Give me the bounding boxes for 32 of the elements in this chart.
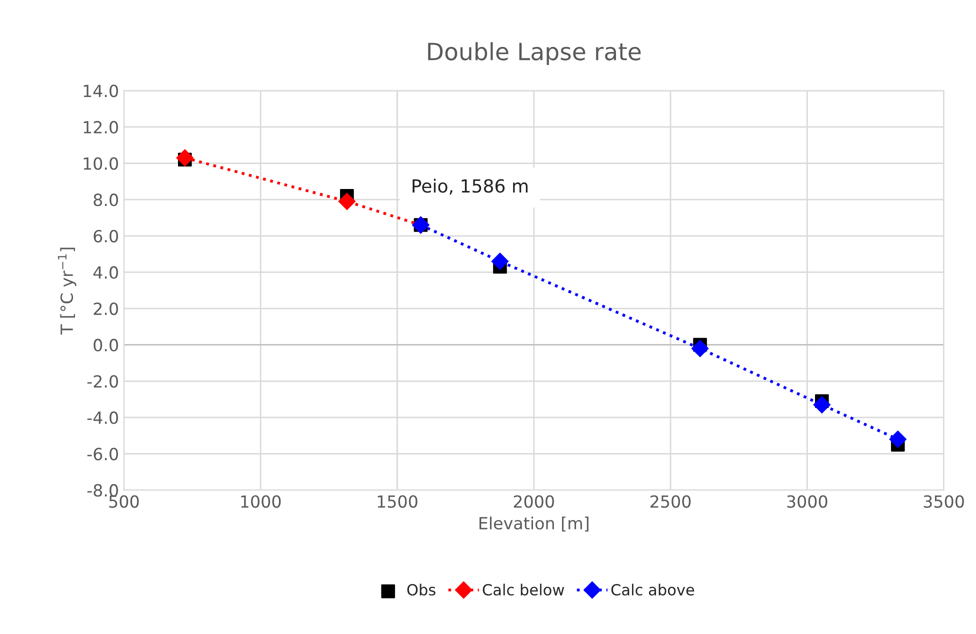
y-tick-label: -6.0 xyxy=(87,448,118,460)
y-tick-label: -8.0 xyxy=(87,484,118,497)
legend-label: Calc below xyxy=(482,584,564,596)
y-tick-label: 14.0 xyxy=(84,84,118,98)
legend-label: Obs xyxy=(407,584,436,596)
y-tick-label: 2.0 xyxy=(94,302,118,316)
point xyxy=(691,340,709,358)
y-tick-label: -4.0 xyxy=(87,411,118,424)
x-tick-label: 3000 xyxy=(787,495,828,508)
y-tick-label: 8.0 xyxy=(94,194,118,206)
y-tick-label: 4.0 xyxy=(93,266,118,279)
point xyxy=(176,149,194,166)
y-tick-label: 10.0 xyxy=(84,157,118,170)
y-axis-title: T [°C yr$^{−1}$] xyxy=(58,248,76,335)
annotation: Peio, 1586 m xyxy=(412,178,528,195)
y-tick-label: 6.0 xyxy=(94,230,118,242)
x-axis-title: Elevation [m] xyxy=(480,516,588,532)
y-tick-label: 0.0 xyxy=(94,338,118,352)
point xyxy=(889,430,906,448)
x-tick-label: 1000 xyxy=(241,495,281,508)
chart-title: Double Lapse rate xyxy=(428,42,641,66)
x-tick-label: 1500 xyxy=(378,495,418,508)
point xyxy=(813,396,830,414)
point xyxy=(338,192,356,210)
x-tick-label: 2500 xyxy=(650,495,691,508)
x-tick-label: 3500 xyxy=(924,495,964,508)
y-tick-label: 12.0 xyxy=(84,120,118,134)
y-tick-label: -2.0 xyxy=(87,375,118,388)
x-tick-label: 500 xyxy=(109,495,139,508)
point xyxy=(491,252,509,270)
x-tick-label: 2000 xyxy=(514,495,554,508)
legend-label: Calc above xyxy=(611,584,694,596)
